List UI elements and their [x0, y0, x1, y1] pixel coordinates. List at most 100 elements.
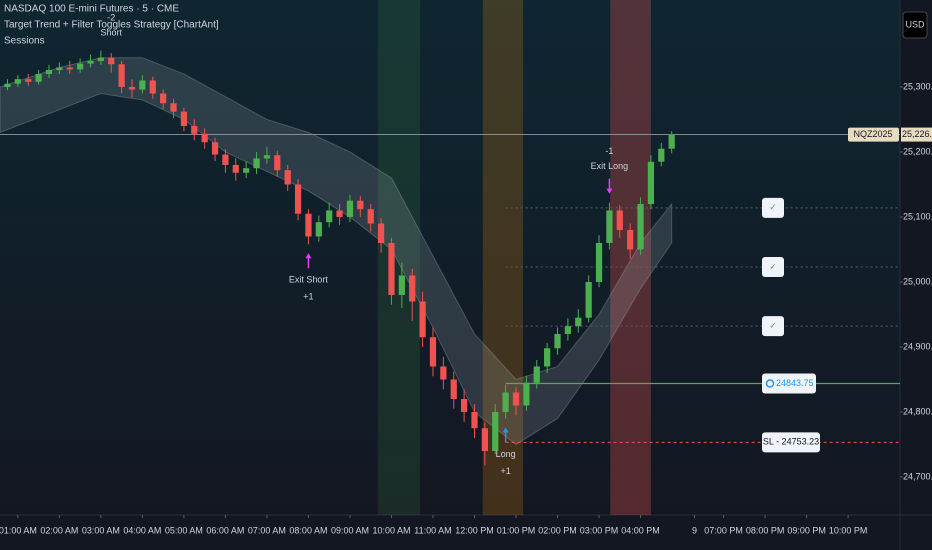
symbol-label: NQZ2025 — [853, 129, 892, 139]
x-tick-label: 03:00 PM — [580, 525, 619, 535]
y-tick-label: 25,200.00 — [903, 146, 932, 156]
entry-icon — [765, 379, 775, 388]
candle-body — [118, 64, 125, 87]
candle-body — [647, 161, 655, 204]
candle-body — [243, 168, 250, 173]
x-tick-label: 09:00 PM — [787, 525, 826, 535]
candle-body — [388, 242, 395, 295]
level-label-box — [762, 373, 816, 394]
signal-qty: -1 — [605, 146, 613, 156]
candle-body — [668, 134, 675, 149]
x-tick-label: 07:00 AM — [248, 525, 286, 535]
level-label-box — [762, 432, 820, 453]
candle-body — [191, 125, 198, 134]
candle-body — [523, 382, 530, 406]
currency-box[interactable] — [902, 11, 928, 39]
candle-body — [35, 73, 42, 82]
candle-body — [419, 301, 426, 338]
level-label: ✓ — [769, 202, 777, 212]
x-tick-label: 01:00 PM — [497, 525, 536, 535]
candle-body — [211, 142, 219, 155]
x-tick-label: 08:00 PM — [746, 525, 785, 535]
candle-body — [575, 317, 582, 327]
candle-body — [128, 86, 136, 90]
candle-body — [25, 79, 32, 82]
candle-body — [253, 158, 260, 169]
candle-body — [4, 83, 11, 87]
level-label: ✓ — [769, 321, 777, 331]
candle-body — [595, 242, 603, 282]
candle-body — [554, 333, 561, 349]
candle-body — [222, 154, 229, 165]
candle-body — [606, 210, 613, 243]
candle-body — [409, 275, 416, 302]
signal-label: Exit Long — [591, 161, 629, 171]
x-tick-label: 07:00 PM — [704, 525, 743, 535]
currency[interactable]: USD — [905, 19, 925, 29]
level-label-box — [762, 197, 784, 218]
x-tick-label: 08:00 AM — [289, 525, 327, 535]
candle-body — [87, 60, 94, 64]
candle-body — [658, 148, 665, 162]
y-tick-label: 25,000.00 — [903, 276, 932, 286]
candle-body — [201, 133, 208, 143]
candle-body — [512, 392, 520, 406]
candle-body — [14, 79, 21, 84]
x-tick-label: 04:00 AM — [123, 525, 161, 535]
candle-body — [346, 200, 354, 217]
candle-body — [108, 57, 115, 65]
signal-label: Long — [496, 449, 516, 459]
x-tick-label: 12:00 PM — [455, 525, 494, 535]
candle-body — [294, 184, 302, 214]
candle-body — [149, 80, 156, 94]
x-tick-label: 11:00 AM — [414, 525, 451, 535]
level-label-box — [762, 257, 784, 278]
session-band — [482, 0, 524, 515]
signal-arrow-head — [606, 188, 613, 194]
candle-body — [502, 392, 509, 412]
signal-qty: +1 — [500, 466, 510, 476]
candle-body — [367, 209, 374, 224]
candle-body — [585, 281, 592, 318]
candle-body — [357, 200, 364, 210]
level-label: 24843.75 — [776, 378, 814, 388]
candle-body — [450, 379, 457, 399]
x-tick-label: 9 — [692, 525, 697, 535]
signal-arrow-head — [502, 427, 509, 433]
candle-body — [263, 155, 271, 159]
candle-body — [461, 398, 468, 412]
candle-body — [481, 428, 488, 451]
indicator-label: Sessions — [4, 36, 45, 47]
candle-body — [232, 164, 239, 173]
signal-label: Short — [100, 28, 122, 38]
candle-body — [616, 210, 623, 230]
candle-body — [139, 80, 146, 90]
candle-body — [180, 111, 188, 126]
y-tick-label: 24,900.00 — [903, 341, 932, 351]
symbol-tag — [848, 127, 899, 142]
candle-body — [45, 70, 53, 74]
trend-band — [0, 57, 673, 446]
candle-body — [160, 93, 167, 104]
y-tick-label: 25,100.00 — [903, 211, 932, 221]
candle-body — [305, 213, 312, 237]
signal-qty: +1 — [303, 292, 313, 302]
price-tag — [901, 127, 932, 142]
candle-body — [533, 366, 540, 383]
candle-body — [336, 210, 343, 217]
candle-body — [471, 411, 478, 429]
candle-body — [377, 223, 385, 243]
candle-body — [315, 222, 322, 237]
candle-body — [326, 210, 333, 223]
candle-body — [429, 337, 437, 367]
x-tick-label: 02:00 PM — [538, 525, 577, 535]
candle-body — [544, 348, 551, 367]
candle-body — [492, 411, 499, 451]
candle-body — [627, 229, 634, 250]
x-tick-label: 04:00 PM — [621, 525, 660, 535]
session-band — [377, 0, 421, 515]
x-tick-label: 09:00 AM — [331, 525, 369, 535]
y-tick-label: 24,800.00 — [903, 406, 932, 416]
x-tick-label: 10:00 PM — [829, 525, 868, 535]
